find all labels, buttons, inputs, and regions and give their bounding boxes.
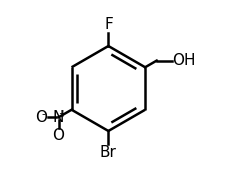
Text: OH: OH <box>172 53 196 68</box>
Text: -: - <box>41 109 45 119</box>
Text: N: N <box>53 110 64 125</box>
Text: +: + <box>58 109 66 119</box>
Text: F: F <box>104 17 113 32</box>
Text: Br: Br <box>100 145 117 160</box>
Text: O: O <box>35 110 47 125</box>
Text: O: O <box>53 129 64 143</box>
